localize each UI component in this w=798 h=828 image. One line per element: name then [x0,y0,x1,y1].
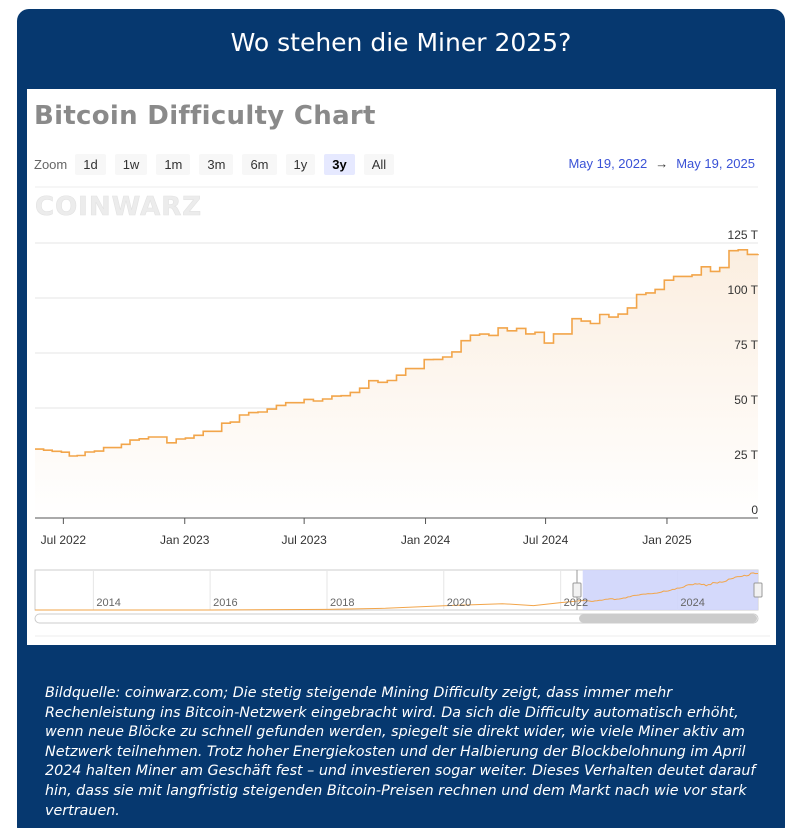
navigator-right-handle[interactable] [753,582,763,598]
coinwarz-logo: COINWARZ [35,192,202,222]
date-range: May 19, 2022 → May 19, 2025 [568,156,755,171]
navigator-left-handle[interactable] [572,582,582,598]
zoom-1m-button[interactable]: 1m [156,153,191,175]
zoom-1y-button[interactable]: 1y [285,153,316,175]
y-tick-label: 25 T [734,448,758,462]
navigator-line [35,572,759,611]
x-tick-label: Jan 2025 [642,533,692,547]
navigator-year-label: 2018 [330,597,354,609]
zoom-3m-button[interactable]: 3m [199,153,234,175]
x-tick-label: Jan 2024 [401,533,451,547]
card-title: Wo stehen die Miner 2025? [230,28,572,57]
difficulty-area [35,249,758,519]
y-tick-label: 100 T [728,283,759,297]
scrollbar-thumb[interactable] [579,614,757,623]
navigator-year-label: 2024 [680,597,704,609]
zoom-all-button[interactable]: All [363,153,395,175]
y-tick-label: 0 [751,503,758,517]
navigator-year-label: 2016 [213,597,237,609]
y-tick-labels: 0 25 T 50 T 75 T 100 T 125 T [728,228,759,517]
y-tick-label: 75 T [734,338,758,352]
zoom-3y-button[interactable]: 3y [324,153,355,175]
image-caption: Bildquelle: coinwarz.com; Die stetig ste… [45,685,756,819]
x-tick-labels: Jul 2022 Jan 2023 Jul 2023 Jan 2024 Jul 2024… [41,518,692,547]
chart-title: Bitcoin Difficulty Chart [34,101,376,131]
range-from-date[interactable]: May 19, 2022 [568,156,648,171]
zoom-controls: Zoom 1d 1w 1m 3m 6m 1y 3y All [34,153,403,175]
navigator-year-labels: 2014 2016 2018 2020 2022 2024 [96,597,705,609]
x-tick-label: Jul 2023 [281,533,327,547]
zoom-label: Zoom [34,156,68,172]
x-tick-label: Jan 2023 [160,533,210,547]
scrollbar-track[interactable] [34,613,759,624]
range-arrow: → [655,156,669,171]
difficulty-line [35,249,759,457]
navigator-year-label: 2014 [96,597,120,609]
zoom-6m-button[interactable]: 6m [242,153,277,175]
y-tick-label: 125 T [728,228,759,242]
navigator-year-label: 2020 [447,597,471,609]
zoom-1d-button[interactable]: 1d [75,153,106,175]
zoom-1w-button[interactable]: 1w [114,153,148,175]
x-tick-label: Jul 2022 [41,533,87,547]
coinwarz-logo-text: COINWARZ [35,192,202,222]
range-to-date[interactable]: May 19, 2025 [676,156,755,171]
y-tick-label: 50 T [734,393,758,407]
navigator-year-label: 2022 [564,597,588,609]
x-tick-label: Jul 2024 [523,533,569,547]
